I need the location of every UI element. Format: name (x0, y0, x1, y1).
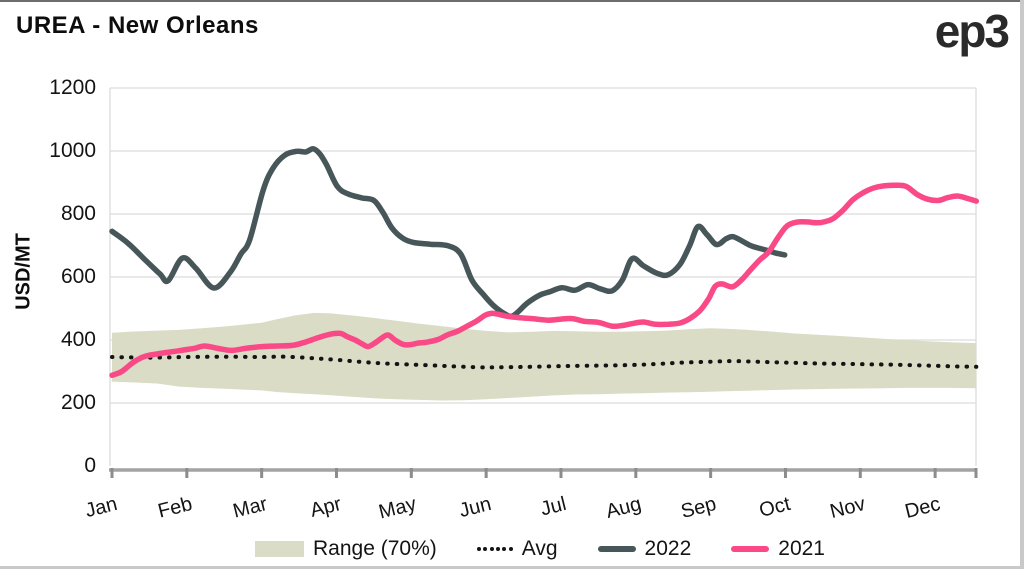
chart-title: UREA - New Orleans (16, 12, 259, 39)
y-tick-label-800: 800 (60, 202, 96, 225)
avg-line (110, 354, 979, 370)
y-tick-label-1000: 1000 (49, 139, 96, 162)
line-swatch-icon-2021 (731, 546, 770, 552)
window-right-edge (1020, 0, 1024, 569)
legend-label: Avg (521, 537, 558, 560)
legend: Range (70%) Avg 2022 2021 (0, 533, 1024, 565)
window-bottom-edge (0, 566, 1024, 569)
legend-label: 2022 (644, 537, 692, 560)
range-band (112, 312, 977, 401)
range-band-swatch-icon (255, 541, 304, 557)
legend-item-avg: Avg (476, 537, 558, 561)
line-swatch-icon-2022 (597, 546, 636, 552)
ep3-logo: ep3 (934, 5, 1010, 57)
y-tick-label-400: 400 (60, 328, 96, 351)
window-top-edge (0, 0, 1024, 2)
legend-label: Range (70%) (313, 537, 437, 560)
legend-item-2021: 2021 (731, 537, 825, 561)
avg-dotted-swatch-icon (476, 546, 513, 552)
y-tick-label-0: 0 (84, 454, 96, 477)
legend-item-2022: 2022 (597, 537, 692, 561)
series-2021-line (109, 182, 980, 379)
legend-item-range-70-: Range (70%) (255, 537, 437, 561)
legend-label: 2021 (778, 537, 825, 560)
y-tick-label-200: 200 (60, 391, 96, 414)
y-tick-label-600: 600 (60, 265, 96, 288)
y-tick-label-1200: 1200 (49, 76, 96, 99)
series-2022-line (109, 146, 788, 320)
